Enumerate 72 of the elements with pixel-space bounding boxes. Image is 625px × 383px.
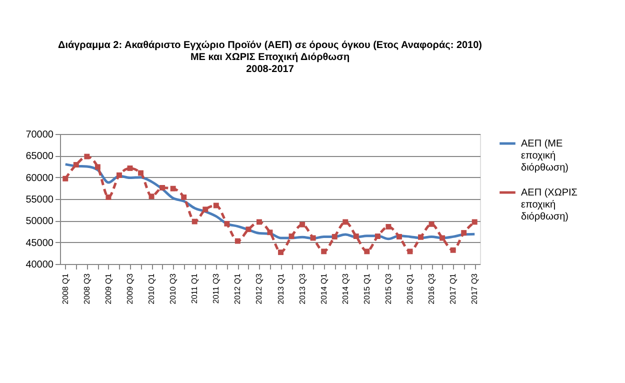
point [192, 218, 198, 224]
point [364, 248, 370, 254]
point [353, 234, 359, 240]
x-tick-label: 2010 Q1 [147, 272, 156, 304]
legend-label: ΑΕΠ (ΧΩΡΙΣ εποχική διόρθωση) [521, 188, 578, 222]
x-tick-label: 2016 Q1 [406, 272, 414, 304]
point [374, 234, 380, 240]
x-tick-label: 2012 Q1 [233, 272, 242, 304]
point [127, 165, 133, 171]
point [440, 235, 446, 241]
x-tick-label: 2008 Q3 [82, 272, 92, 304]
x-tick-label: 2013 Q1 [276, 272, 286, 304]
point [73, 162, 79, 168]
point [213, 202, 219, 208]
point [84, 154, 90, 160]
x-tick-label: 2017 Q1 [448, 272, 458, 304]
point [148, 194, 154, 200]
x-tick-label: 2017 Q3 [470, 272, 480, 304]
x-tick-label: 2009 Q3 [126, 272, 134, 304]
point [202, 206, 208, 212]
point [234, 238, 240, 244]
point [224, 220, 230, 226]
point [160, 184, 166, 190]
point [256, 219, 262, 225]
point [386, 224, 392, 230]
point [300, 222, 306, 228]
point [396, 234, 402, 240]
x-tick-label: 2010 Q3 [168, 272, 178, 304]
point [267, 230, 273, 236]
x-tick-label: 2014 Q3 [340, 272, 350, 304]
point [461, 230, 467, 236]
y-tick-label: 45000 [26, 238, 54, 249]
line-series [64, 163, 476, 240]
x-tick-label: 2008 Q1 [60, 272, 70, 304]
point [450, 247, 456, 253]
point [170, 186, 176, 192]
text: 2008-2017 [246, 64, 294, 75]
point [246, 226, 252, 232]
x-tick-label: 2011 Q3 [212, 272, 221, 304]
x-tick-label: 2009 Q1 [104, 272, 113, 304]
point [332, 234, 338, 240]
x-tick-label: 2013 Q3 [298, 272, 307, 304]
x-tick-label: 2015 Q3 [384, 272, 393, 304]
x-tick-label: 2015 Q1 [362, 272, 372, 304]
text: ΜΕ και ΧΩΡΙΣ Εποχική Διόρθωση [190, 52, 350, 63]
legend-label: ΑΕΠ (ΜΕ εποχική διόρθωση) [521, 138, 568, 174]
point [138, 170, 144, 176]
point [342, 219, 348, 225]
x-tick-label: 2016 Q3 [427, 272, 436, 304]
y-tick-label: 50000 [26, 216, 54, 228]
point [418, 234, 424, 240]
point [472, 219, 478, 225]
y-tick-label: 40000 [26, 260, 54, 270]
point [321, 248, 327, 254]
point [407, 248, 413, 254]
point [181, 194, 187, 200]
point [106, 194, 112, 200]
point [288, 234, 294, 240]
x-tick-label: 2011 Q1 [190, 272, 200, 304]
point [116, 172, 122, 178]
y-tick-label: 55000 [26, 194, 54, 206]
text: Διάγραμμα 2: Ακαθάριστο Εγχώριο Προϊόν (ΑΕΠ) σε όρους όγκου (Ετος Αναφοράς: 2010) [58, 40, 482, 51]
point [94, 164, 100, 170]
point [310, 235, 316, 241]
x-tick-label: 2012 Q3 [254, 272, 264, 304]
point [278, 250, 284, 256]
y-tick-label: 65000 [26, 151, 54, 162]
y-tick-label: 70000 [26, 130, 54, 140]
y-tick-label: 60000 [26, 172, 54, 184]
point [62, 176, 68, 182]
x-tick-label: 2014 Q1 [319, 272, 328, 304]
point [428, 221, 434, 227]
